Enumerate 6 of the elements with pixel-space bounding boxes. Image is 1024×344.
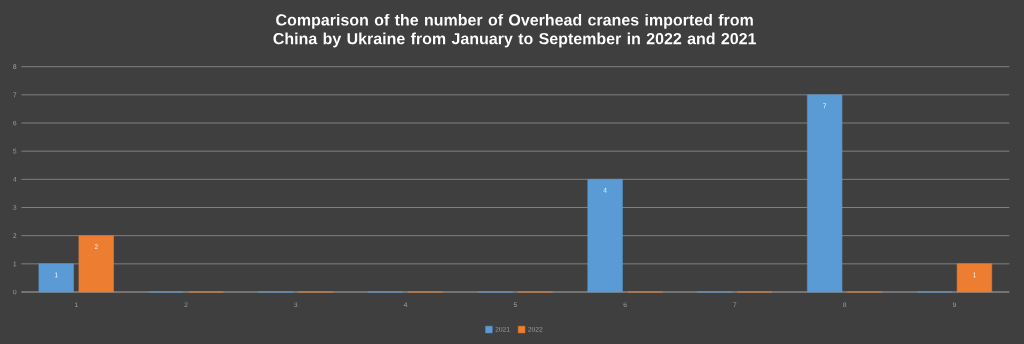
bar bbox=[807, 94, 843, 293]
bar bbox=[38, 263, 74, 293]
bar bbox=[956, 263, 993, 293]
bar bbox=[587, 179, 623, 293]
chart-title: Comparison of the number of Overhead cranes imported from China by Ukraine from January to September in 2022 and 2021 bbox=[273, 13, 757, 48]
bar bbox=[78, 235, 114, 293]
